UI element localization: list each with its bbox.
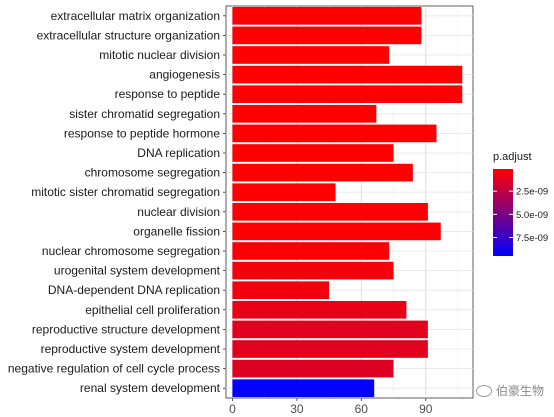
category-label: organelle fission [133, 224, 220, 238]
bar [232, 144, 394, 162]
legend-title: p.adjust [493, 151, 532, 163]
category-label: chromosome segregation [85, 166, 220, 180]
bar [232, 85, 463, 104]
watermark: 伯豪生物 [475, 382, 544, 399]
x-axis-ticks: 0 30 60 90 [229, 398, 433, 416]
bar [232, 242, 390, 260]
category-label: extracellular matrix organization [51, 9, 220, 23]
legend-tick-label: 2.5e-09 [516, 187, 548, 198]
category-label: extracellular structure organization [37, 28, 220, 42]
wechat-icon [475, 384, 492, 397]
legend-tick-label: 7.5e-09 [516, 233, 548, 244]
category-label: DNA-dependent DNA replication [48, 283, 220, 297]
bar [232, 202, 428, 221]
legend-tick-label: 5.0e-09 [516, 210, 548, 221]
watermark-text: 伯豪生物 [495, 384, 544, 398]
category-label: nuclear division [137, 205, 220, 219]
category-labels: extracellular matrix organization extrace… [8, 9, 226, 395]
category-label: mitotic nuclear division [99, 48, 220, 62]
bar [232, 124, 437, 143]
x-tick-label: 60 [355, 402, 369, 416]
bar [232, 300, 407, 319]
bar [232, 320, 428, 339]
category-label: reproductive system development [41, 342, 221, 356]
plot-panel [225, 5, 474, 399]
category-label: epithelial cell proliferation [85, 303, 220, 317]
bar [232, 6, 422, 25]
bar [232, 65, 463, 84]
bars [232, 6, 463, 398]
legend-colorbar [493, 169, 513, 256]
x-tick-label: 30 [290, 402, 304, 416]
category-label: negative regulation of cell cycle proces… [8, 362, 220, 376]
category-label: angiogenesis [149, 68, 220, 82]
bar [232, 183, 336, 202]
category-label: response to peptide hormone [64, 126, 220, 140]
category-label: mitotic sister chromatid segregation [31, 185, 220, 199]
bar [232, 281, 330, 300]
color-legend: p.adjust 2.5e-09 5.0e-09 7.5e-09 [493, 151, 548, 256]
bar [232, 26, 422, 45]
x-tick-label: 90 [419, 402, 433, 416]
category-label: DNA replication [137, 146, 220, 160]
bar [232, 104, 377, 123]
bar [232, 340, 428, 358]
bar [232, 163, 413, 182]
bar [232, 261, 394, 280]
category-label: renal system development [80, 381, 221, 395]
category-label: reproductive structure development [32, 322, 221, 336]
category-label: sister chromatid segregation [69, 107, 220, 121]
category-label: urogenital system development [54, 264, 221, 278]
category-label: nuclear chromosome segregation [42, 244, 220, 258]
category-label: response to peptide [115, 87, 221, 101]
bar [232, 46, 390, 64]
bar [232, 359, 394, 378]
bar [232, 379, 375, 398]
bar [232, 222, 441, 241]
x-tick-label: 0 [229, 402, 236, 416]
